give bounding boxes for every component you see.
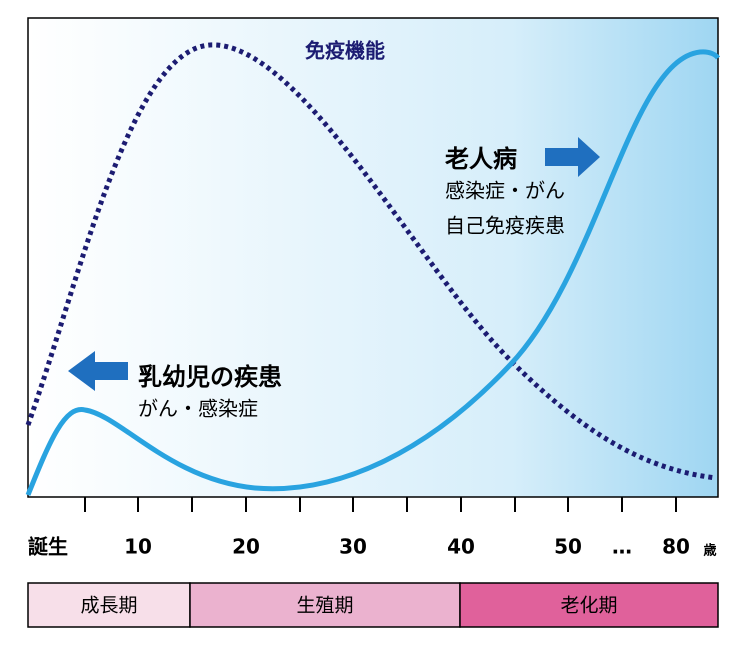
infant-title: 乳幼児の疾患 (138, 363, 282, 391)
ticks (84, 497, 677, 512)
axis-label: 50 (554, 535, 582, 559)
plot-area (27, 17, 719, 498)
axis-label: 20 (232, 535, 260, 559)
elderly-line: 自己免疫疾患 (445, 214, 565, 238)
elderly-title: 老人病 (445, 145, 517, 173)
arrow-left (68, 351, 128, 391)
disease-curve (25, 49, 721, 496)
curve-label: 免疫機能 (305, 39, 385, 63)
stage-label: 成長期 (80, 595, 137, 617)
axis-label: 40 (447, 535, 475, 559)
elderly-line: 感染症・がん (445, 179, 565, 203)
stage-label: 生殖期 (296, 595, 353, 617)
stage-label: 老化期 (560, 595, 617, 617)
axis-label: 誕生 (28, 535, 68, 559)
immune-curve (25, 42, 717, 481)
axis-label: 10 (124, 535, 152, 559)
arrow-right (545, 137, 600, 177)
axis-label: … (612, 535, 632, 559)
axis-label: 80 (662, 535, 690, 559)
stage-box (459, 582, 719, 628)
infant-line: がん・感染症 (138, 397, 258, 421)
stage-box (27, 582, 191, 628)
stage-box (189, 582, 461, 628)
axis-label: 30 (339, 535, 367, 559)
axis-unit: 歳 (703, 543, 716, 559)
